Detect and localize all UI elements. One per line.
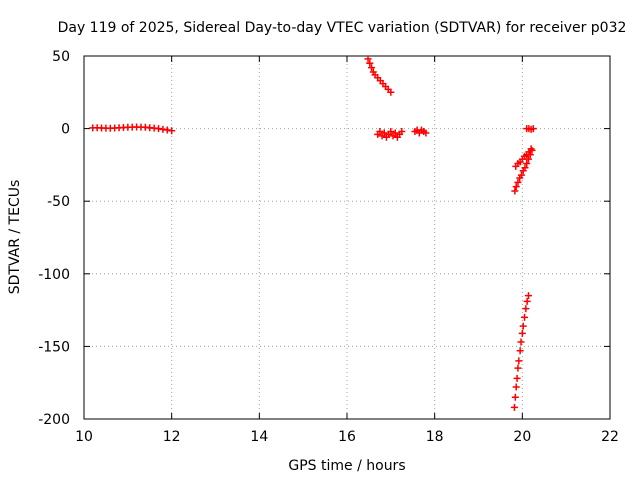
data-point: [514, 178, 522, 186]
data-point: [380, 129, 388, 137]
data-point: [364, 55, 372, 63]
x-tick-label: 20: [513, 429, 531, 445]
x-axis-label: GPS time / hours: [288, 458, 405, 474]
data-point: [516, 347, 524, 355]
x-tick-label: 22: [601, 429, 619, 445]
x-tick-label: 12: [163, 429, 181, 445]
data-point: [511, 393, 519, 401]
data-point: [513, 374, 521, 382]
y-axis: 50 0 -50 -100 -150 -200: [38, 49, 610, 428]
series-segment-1: [89, 123, 176, 135]
data-point: [510, 403, 518, 411]
y-tick-label: -100: [38, 267, 70, 283]
x-tick-label: 10: [75, 429, 93, 445]
data-point: [391, 129, 399, 137]
series-segment-6: [512, 145, 535, 170]
data-point: [376, 128, 384, 136]
data-point: [529, 125, 537, 133]
data-point: [514, 364, 522, 372]
data-point: [387, 128, 395, 136]
series-segment-3: [374, 128, 406, 141]
y-axis-label: SDTVAR / TECUs: [7, 180, 23, 295]
grid-lines: [84, 56, 610, 419]
data-point: [387, 88, 395, 96]
y-tick-label: -50: [47, 194, 70, 210]
data-point: [511, 187, 519, 195]
data-point: [521, 164, 529, 172]
y-tick-label: 0: [61, 122, 70, 138]
y-tick-label: -200: [38, 412, 70, 428]
chart-title: Day 119 of 2025, Sidereal Day-to-day VTE…: [58, 20, 627, 36]
data-point: [526, 151, 534, 159]
series-segment-2: [364, 55, 395, 96]
series-segment-7: [511, 146, 536, 195]
data-points: [89, 55, 537, 411]
data-point: [523, 159, 531, 167]
data-point: [366, 59, 374, 67]
y-tick-label: -150: [38, 339, 70, 355]
x-tick-label: 18: [426, 429, 444, 445]
data-point: [168, 127, 176, 135]
data-point: [521, 313, 529, 321]
data-point: [519, 322, 527, 330]
data-point: [517, 171, 525, 179]
y-tick-label: 50: [52, 49, 70, 65]
data-point: [527, 145, 535, 153]
series-segment-5: [523, 125, 537, 133]
data-point: [398, 128, 406, 136]
data-point: [528, 146, 536, 154]
x-tick-label: 16: [338, 429, 356, 445]
data-point: [512, 383, 520, 391]
data-point: [518, 329, 526, 337]
x-tick-label: 14: [250, 429, 268, 445]
series-segment-4: [411, 126, 430, 137]
data-point: [515, 357, 523, 365]
data-point: [522, 305, 530, 313]
x-axis: 10 12 14 16 18 20 22: [75, 56, 619, 445]
data-point: [524, 155, 532, 163]
series-segment-8: [510, 292, 532, 411]
data-point: [523, 297, 531, 305]
data-point: [422, 129, 430, 137]
data-point: [512, 183, 520, 191]
data-point: [517, 338, 525, 346]
data-point: [524, 292, 532, 300]
data-point: [368, 64, 376, 72]
